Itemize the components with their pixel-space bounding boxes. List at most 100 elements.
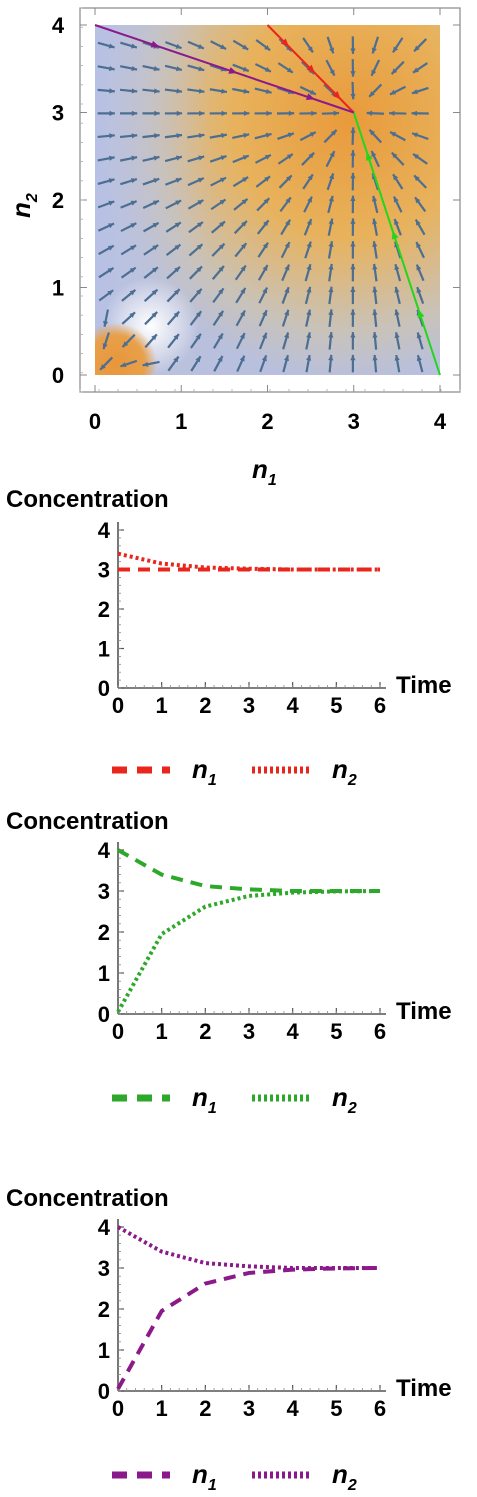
series-line-n1 [116, 1266, 381, 1390]
stream-arrow [305, 309, 312, 327]
stream-arrow [389, 85, 406, 96]
stream-arrow [281, 264, 291, 282]
trajectory-arrowhead [150, 40, 160, 48]
legend-label: n1 [192, 1459, 217, 1494]
x-tick-label: 3 [243, 1019, 255, 1044]
stream-arrow [258, 287, 269, 304]
y-axis-label: Concentration [6, 486, 169, 513]
legend-label: n1 [192, 754, 217, 789]
stream-arrow [370, 59, 381, 77]
stream-arrow [164, 88, 183, 94]
stream-arrow [326, 172, 335, 191]
stream-arrow [277, 62, 294, 74]
stream-arrow [209, 132, 228, 139]
stream-arrow [187, 40, 205, 50]
stream-arrow [412, 153, 428, 165]
stream-arrow [164, 110, 183, 116]
time-series-chart-red: Concentration 0 1 2 3 4 5 6 0 1 2 3 4 Time n1 n2 [6, 486, 452, 789]
stream-arrow [350, 81, 356, 100]
stream-arrow [394, 332, 401, 350]
stream-arrow [235, 309, 246, 327]
trajectory-line [266, 24, 355, 114]
stream-arrows [97, 36, 429, 373]
y-tick-label: 3 [98, 558, 110, 583]
stream-arrow [121, 333, 136, 348]
stream-arrow [165, 221, 182, 233]
x-tick-label: 4 [287, 693, 300, 718]
stream-arrow [143, 266, 159, 279]
stream-arrow [119, 155, 138, 162]
stream-arrow [142, 360, 160, 367]
x-tick-label: 4 [434, 409, 447, 434]
x-tick-label: 0 [89, 409, 101, 434]
stream-arrow [299, 131, 317, 142]
stream-arrow [234, 264, 247, 281]
stream-arrow [233, 198, 249, 211]
stream-arrow [257, 264, 269, 281]
series-line-n1 [117, 848, 380, 893]
stream-arrow [304, 241, 312, 259]
x-tick-label: 1 [156, 1019, 168, 1044]
stream-arrow [166, 310, 181, 326]
stream-arrow [232, 87, 250, 94]
stream-arrow [98, 244, 115, 256]
stream-arrow [121, 289, 137, 302]
stream-arrow [281, 286, 290, 304]
stream-arrow [142, 64, 160, 72]
stream-arrow [232, 39, 249, 51]
x-tick-label: 5 [330, 1019, 342, 1044]
stream-arrow [232, 110, 250, 116]
x-tick-label: 2 [199, 1019, 211, 1044]
x-tick-label: 3 [243, 1396, 255, 1421]
y-tick-label: 0 [98, 676, 110, 701]
stream-arrow [328, 354, 334, 373]
stream-arrow [372, 218, 379, 236]
stream-arrow [257, 241, 269, 258]
stream-arrow [120, 359, 138, 368]
x-tick-label: 3 [243, 693, 255, 718]
stream-arrow [390, 60, 405, 75]
stream-arrow [350, 127, 356, 145]
stream-arrow [165, 41, 182, 50]
stream-arrow [328, 332, 334, 350]
stream-arrow [97, 65, 115, 72]
stream-arrow [97, 133, 115, 139]
x-tick-label: 4 [287, 1396, 300, 1421]
stream-arrow [102, 332, 110, 350]
y-tick-label: 3 [98, 879, 110, 904]
stream-arrow [392, 196, 403, 213]
stream-arrow [232, 154, 250, 164]
stream-arrow [164, 64, 183, 72]
stream-arrow [232, 176, 249, 188]
stream-arrow [187, 110, 205, 116]
stream-arrow [232, 132, 250, 139]
y-tick-label: 4 [52, 13, 65, 38]
stream-arrow [235, 287, 247, 304]
stream-arrow [143, 244, 159, 256]
y-axis-label: Concentration [6, 808, 169, 835]
stream-arrow [120, 178, 138, 186]
stream-arrow [119, 133, 138, 139]
x-tick-label: 0 [112, 1396, 124, 1421]
stream-arrow [187, 155, 205, 163]
stream-arrow [323, 129, 338, 144]
x-axis-label: Time [396, 998, 452, 1025]
stream-arrow [142, 88, 160, 94]
stream-arrow [350, 36, 356, 54]
stream-arrow [394, 309, 401, 327]
y-tick-label: 0 [98, 1379, 110, 1404]
trajectory-arrowhead [365, 151, 373, 161]
x-tick-label: 0 [112, 1019, 124, 1044]
stream-arrow [415, 264, 425, 282]
stream-arrow [325, 59, 336, 77]
stream-arrow [350, 309, 356, 327]
stream-arrow [234, 242, 248, 258]
stream-arrow [392, 173, 404, 190]
x-tick-label: 3 [348, 409, 360, 434]
stream-arrow [372, 354, 378, 373]
stream-arrow [372, 195, 379, 214]
stream-arrow [303, 196, 313, 213]
time-series-chart-purple: Concentration 0 1 2 3 4 5 6 0 1 2 3 4 Time n1 n2 [6, 1185, 452, 1494]
stream-arrow [301, 151, 315, 166]
stream-arrow [394, 263, 402, 282]
